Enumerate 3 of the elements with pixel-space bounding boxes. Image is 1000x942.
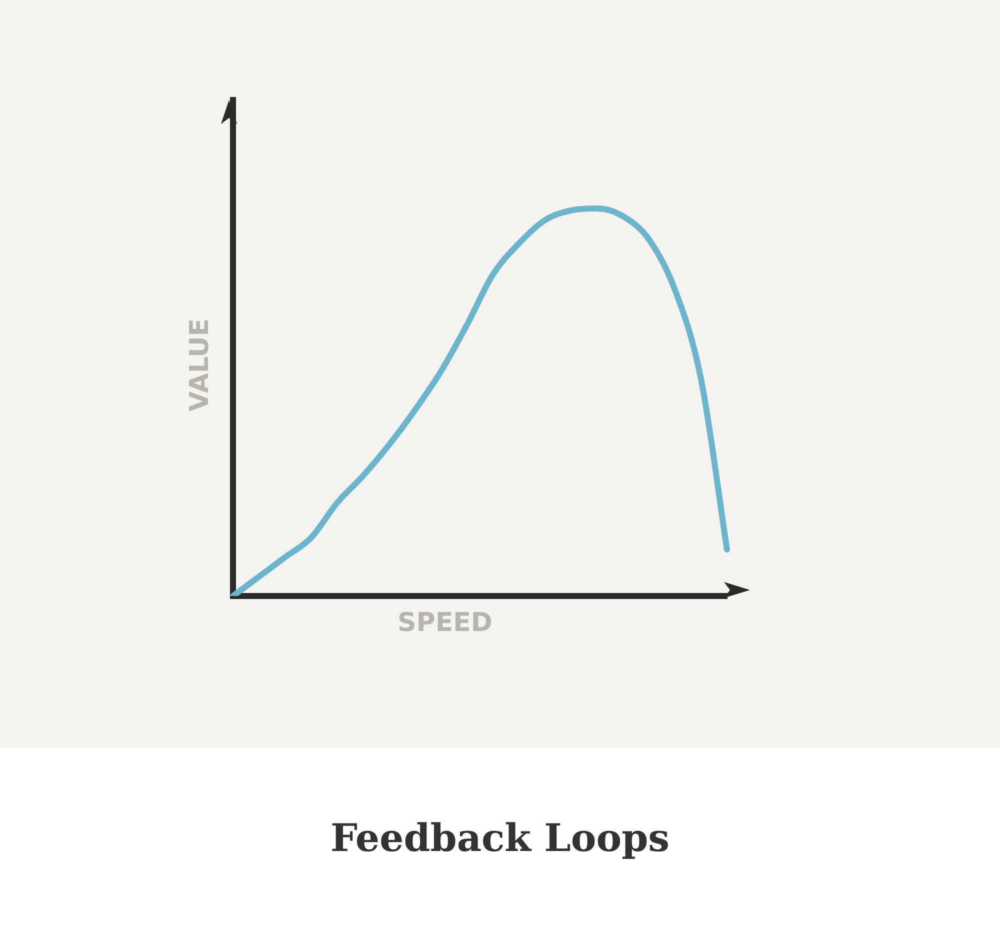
text: Feedback Loops — [329, 815, 671, 860]
y-axis-title: VALUE — [185, 318, 215, 414]
x-axis-title: SPEED — [396, 608, 494, 638]
